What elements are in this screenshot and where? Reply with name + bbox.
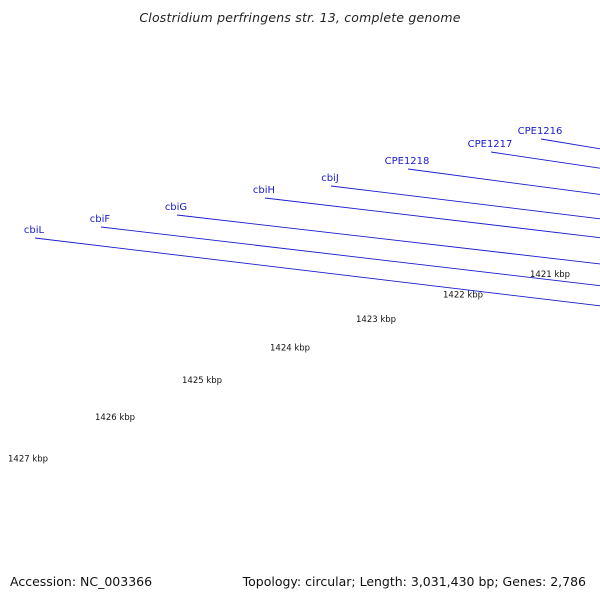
kbp-labels: 1427 kbp 1426 kbp 1425 kbp 1424 kbp 1423 kbp…: [8, 270, 570, 464]
accession-text: Accession: NC_003366: [10, 574, 153, 589]
leader-line: [264, 197, 600, 239]
gene-label: cbiH: [253, 185, 275, 196]
gene-label: CPE1216: [518, 126, 563, 137]
label-leaders: [34, 138, 600, 307]
kbp-label: 1421 kbp: [530, 270, 570, 280]
leader-line: [330, 185, 600, 220]
kbp-label: 1423 kbp: [356, 315, 396, 325]
gene-label: CPE1218: [385, 156, 430, 167]
leader-line: [100, 226, 600, 287]
gene-label: cbiG: [165, 202, 187, 213]
kbp-label: 1422 kbp: [443, 291, 483, 301]
genome-summary: Topology: circular; Length: 3,031,430 bp…: [242, 574, 586, 589]
kbp-label: 1426 kbp: [95, 413, 135, 423]
kbp-label: 1424 kbp: [270, 343, 310, 353]
kbp-label: 1425 kbp: [182, 376, 222, 386]
kbp-label: 1427 kbp: [8, 454, 48, 464]
map-title: Clostridium perfringens str. 13, complet…: [139, 10, 461, 25]
leader-line: [490, 151, 600, 169]
gene-label: cbiL: [24, 225, 45, 236]
leader-line: [34, 237, 600, 307]
gene-labels: cbiL cbiF cbiG cbiH cbiJ CPE1218 CPE1217 CPE121…: [24, 126, 562, 236]
leader-line: [407, 168, 600, 195]
gene-label: cbiF: [90, 214, 111, 225]
gene-label: CPE1217: [468, 139, 513, 150]
gene-label: cbiJ: [321, 173, 339, 184]
leader-line: [176, 214, 600, 265]
